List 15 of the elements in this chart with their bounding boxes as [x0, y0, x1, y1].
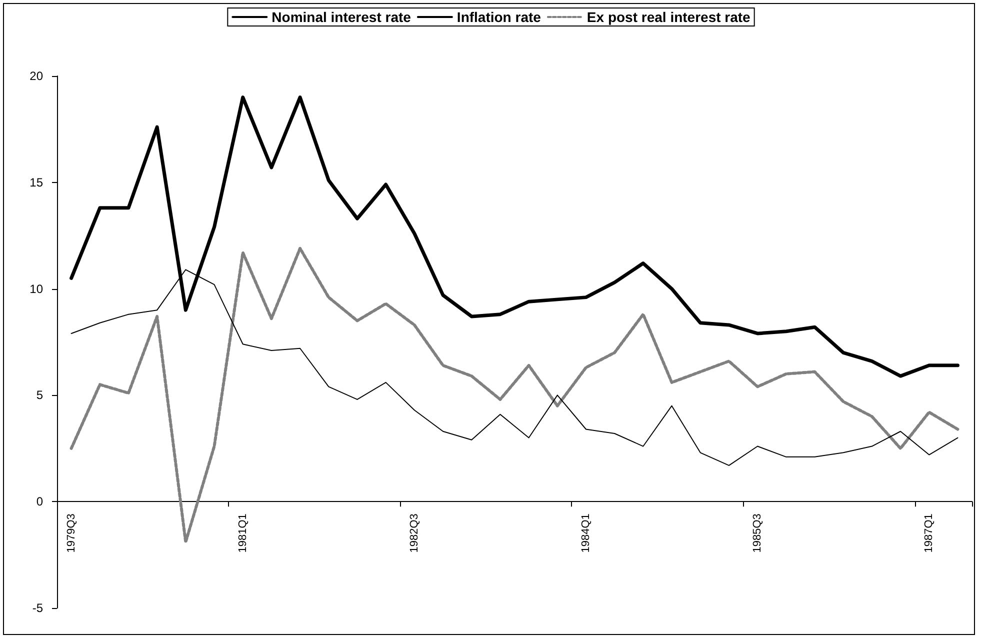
legend-label: Ex post real interest rate [586, 9, 751, 25]
x-tick-label: 1985Q3 [752, 514, 764, 553]
legend-label: Nominal interest rate [272, 9, 412, 25]
y-tick-label: 10 [30, 282, 44, 296]
x-tick-label: 1982Q3 [408, 514, 420, 553]
y-tick-label: -5 [32, 601, 44, 615]
x-tick-label: 1979Q3 [65, 514, 78, 553]
y-tick-label: 20 [30, 69, 44, 83]
legend-label: Inflation rate [456, 9, 542, 25]
x-tick-label: 1981Q1 [236, 514, 249, 553]
x-tick-label: 1984Q1 [580, 514, 592, 553]
y-tick-label: 15 [30, 175, 44, 190]
y-tick-label: 5 [36, 388, 44, 402]
y-tick-label: 0 [36, 494, 44, 509]
x-tick-label: 1987Q1 [923, 514, 936, 553]
